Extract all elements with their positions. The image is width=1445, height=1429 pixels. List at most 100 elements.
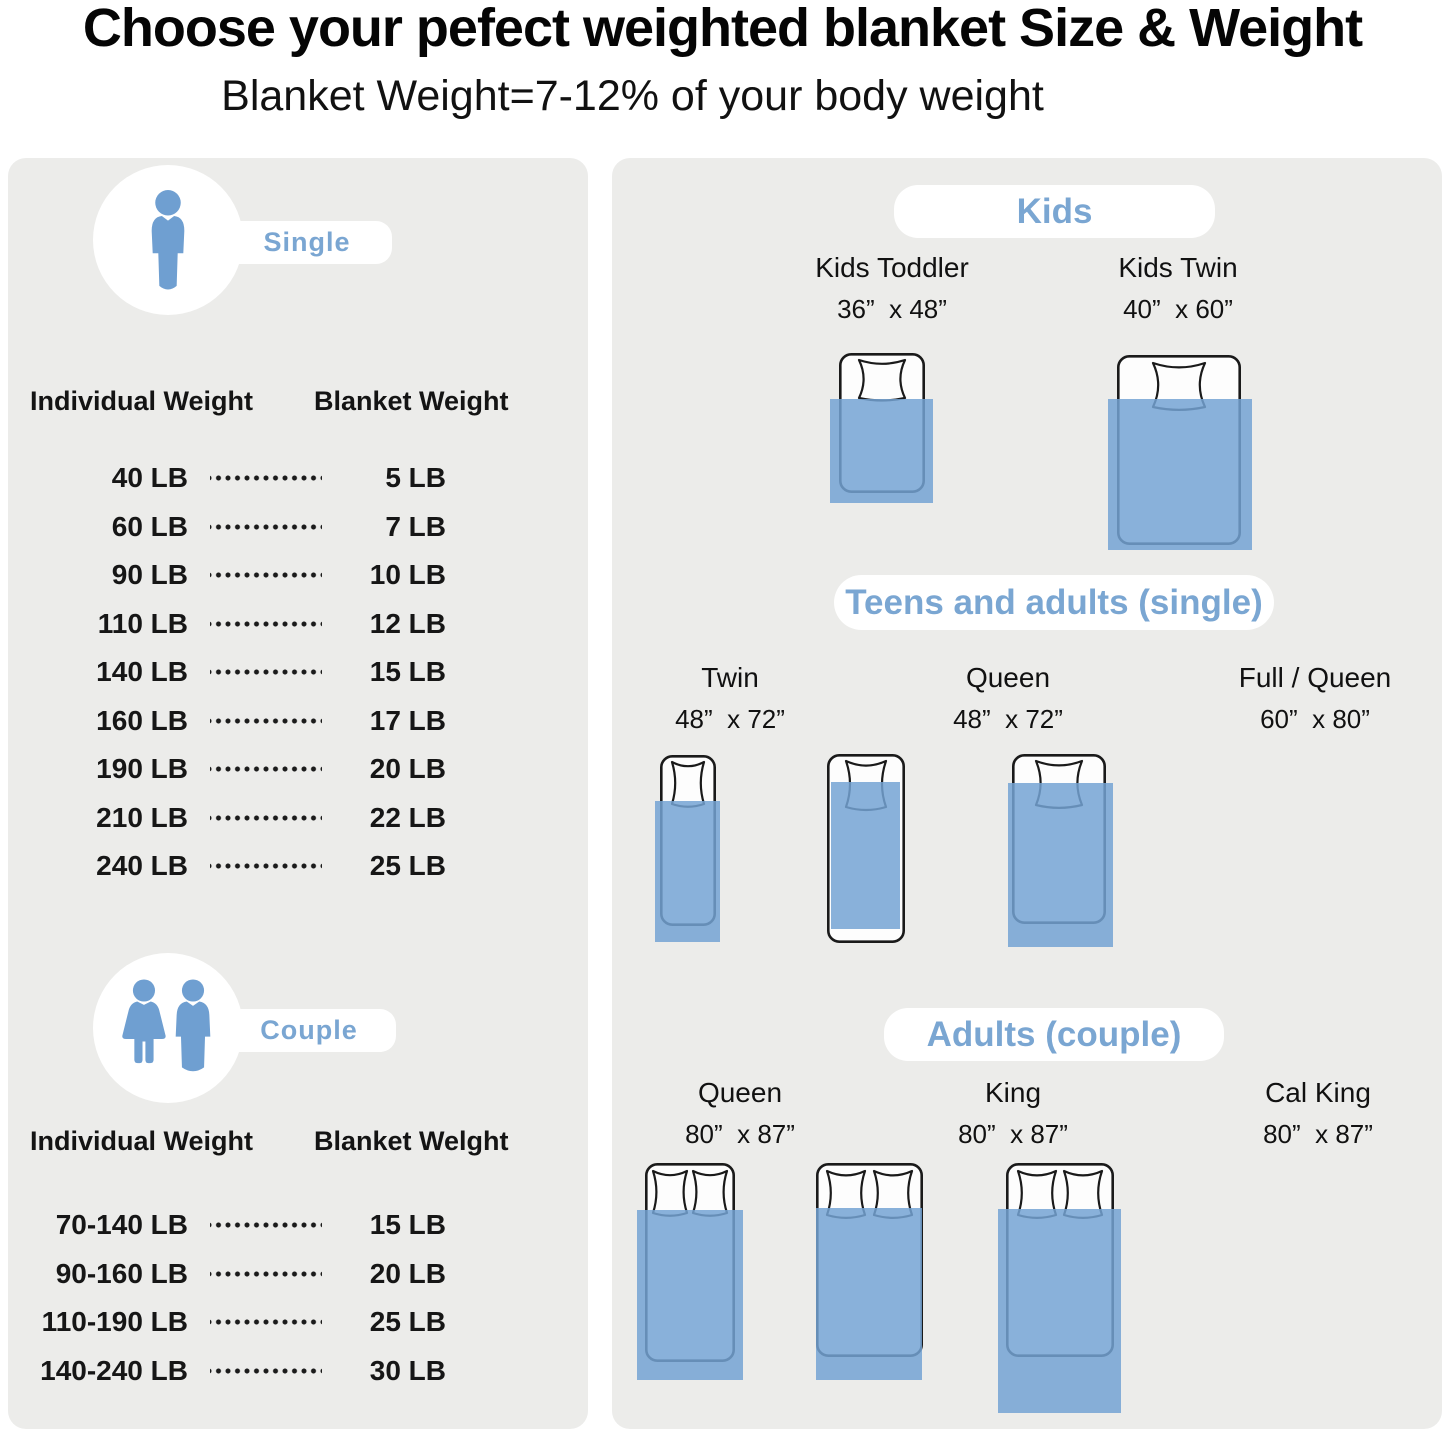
table-row: 190 LB 20 LB [8, 745, 588, 794]
table-row: 70-140 LB 15 LB [8, 1201, 588, 1250]
couple-persons-icon [122, 979, 211, 1072]
individual-weight-value: 240 LB [96, 850, 188, 882]
individual-weight-value: 90 LB [111, 559, 188, 591]
table-row: 110-190 LB 25 LB [8, 1298, 588, 1347]
bed-diagram-king [815, 1162, 924, 1380]
bed-diagram-kids-twin [1108, 354, 1252, 550]
bed-label-king: King 80” x 87” [903, 1076, 1123, 1150]
bed-label-queen-couple: Queen 80” x 87” [630, 1076, 850, 1150]
couple-badge: Couple [222, 1009, 396, 1052]
bed-label-cal-king: Cal King 80” x 87” [1208, 1076, 1428, 1150]
blanket-weight-value: 17 LB [369, 704, 446, 736]
page-title: Choose your pefect weighted blanket Size… [82, 0, 1363, 58]
page-subtitle: Blanket Weight=7-12% of your body weight [221, 72, 1044, 120]
blanket-weight-value: 20 LB [369, 753, 446, 785]
bed-diagram-queen-single [826, 753, 906, 943]
table-row: 90-160 LB 20 LB [8, 1250, 588, 1299]
bed-name: Cal King [1265, 1077, 1371, 1108]
blanket-weight-value: 25 LB [369, 850, 446, 882]
bed-diagram-full-queen [1008, 753, 1113, 947]
blanket-weight-value: 10 LB [369, 559, 446, 591]
single-col2-header: Blanket Weight [314, 386, 509, 416]
bed-diagram-cal-king [998, 1162, 1121, 1413]
couple-table: 70-140 LB 15 LB 90-160 LB 20 LB 110-190 LB… [8, 1201, 588, 1395]
single-icon-circle [93, 165, 243, 315]
dotted-leader [210, 523, 322, 530]
individual-weight-value: 210 LB [96, 801, 188, 833]
table-row: 160 LB 17 LB [8, 697, 588, 746]
section-header-adults-label: Adults (couple) [926, 1014, 1182, 1054]
individual-weight-value: 90-160 LB [55, 1257, 188, 1289]
bed-name: King [984, 1077, 1042, 1108]
bed-label-kids-twin: Kids Twin 40” x 60” [1068, 251, 1288, 325]
individual-weight-value: 70-140 LB [55, 1209, 188, 1241]
dotted-leader [210, 572, 322, 579]
section-header-teens-label: Teens and adults (single) [845, 582, 1263, 622]
dotted-leader [210, 669, 322, 676]
right-panel: Kids Kids Toddler 36” x 48” Kids Twin 40… [612, 158, 1442, 1429]
single-col1-header: Individual Weight [30, 386, 254, 416]
bed-label-full-queen: Full / Queen 60” x 80” [1205, 661, 1425, 735]
table-row: 240 LB 25 LB [8, 842, 588, 891]
table-row: 140 LB 15 LB [8, 648, 588, 697]
single-table-header: Individual Weight Blanket Weight [8, 386, 509, 417]
couple-table-header: Individual Weight Blanket Welght [8, 1126, 509, 1157]
dotted-leader [210, 1319, 322, 1326]
bed-size: 60” x 80” [1260, 704, 1370, 734]
bed-size: 48” x 72” [953, 704, 1063, 734]
left-panel: Single Individual Weight Blanket Weight … [8, 158, 588, 1429]
single-table: 40 LB 5 LB 60 LB 7 LB 90 LB 10 LB 110 LB 12 … [8, 454, 588, 891]
blanket-weight-value: 20 LB [369, 1257, 446, 1289]
bed-size: 40” x 60” [1123, 294, 1233, 324]
dotted-leader [210, 1367, 322, 1374]
individual-weight-value: 160 LB [96, 704, 188, 736]
bed-name: Queen [697, 1077, 783, 1108]
table-row: 140-240 LB 30 LB [8, 1347, 588, 1396]
dotted-leader [210, 863, 322, 870]
table-row: 60 LB 7 LB [8, 503, 588, 552]
couple-col1-header: Individual Weight [30, 1126, 254, 1156]
blanket-weight-value: 22 LB [369, 801, 446, 833]
single-badge-label: Single [263, 227, 351, 257]
bed-name: Queen [965, 662, 1051, 693]
individual-weight-value: 40 LB [111, 462, 188, 494]
bed-diagram-kids-toddler [830, 352, 933, 503]
bed-size: 36” x 48” [837, 294, 947, 324]
table-row: 210 LB 22 LB [8, 794, 588, 843]
blanket-weight-value: 25 LB [369, 1306, 446, 1338]
dotted-leader [210, 766, 322, 773]
bed-size: 48” x 72” [675, 704, 785, 734]
individual-weight-value: 60 LB [111, 510, 188, 542]
bed-size: 80” x 87” [958, 1119, 1068, 1149]
bed-size: 80” x 87” [1263, 1119, 1373, 1149]
dotted-leader [210, 717, 322, 724]
dotted-leader [210, 1222, 322, 1229]
bed-name: Kids Twin [1118, 252, 1238, 283]
table-row: 40 LB 5 LB [8, 454, 588, 503]
dotted-leader [210, 620, 322, 627]
bed-label-kids-toddler: Kids Toddler 36” x 48” [782, 251, 1002, 325]
individual-weight-value: 140 LB [96, 656, 188, 688]
blanket-weight-value: 5 LB [385, 462, 446, 494]
individual-weight-value: 140-240 LB [40, 1354, 188, 1386]
single-person-icon [151, 190, 185, 290]
section-header-adults: Adults (couple) [884, 1008, 1224, 1061]
individual-weight-value: 190 LB [96, 753, 188, 785]
bed-diagram-queen-couple [637, 1162, 743, 1380]
bed-label-twin: Twin 48” x 72” [620, 661, 840, 735]
table-row: 110 LB 12 LB [8, 600, 588, 649]
blanket-weight-value: 30 LB [369, 1354, 446, 1386]
bed-diagram-twin [655, 754, 720, 942]
couple-badge-label: Couple [260, 1015, 358, 1045]
blanket-weight-value: 7 LB [385, 510, 446, 542]
section-header-kids-label: Kids [1016, 191, 1093, 231]
bed-label-queen-single: Queen 48” x 72” [898, 661, 1118, 735]
table-row: 90 LB 10 LB [8, 551, 588, 600]
dotted-leader [210, 814, 322, 821]
section-header-teens: Teens and adults (single) [834, 575, 1274, 630]
couple-col2-header: Blanket Welght [314, 1126, 509, 1156]
dotted-leader [210, 1270, 322, 1277]
bed-name: Kids Toddler [815, 252, 969, 283]
couple-icon-circle [93, 953, 243, 1103]
